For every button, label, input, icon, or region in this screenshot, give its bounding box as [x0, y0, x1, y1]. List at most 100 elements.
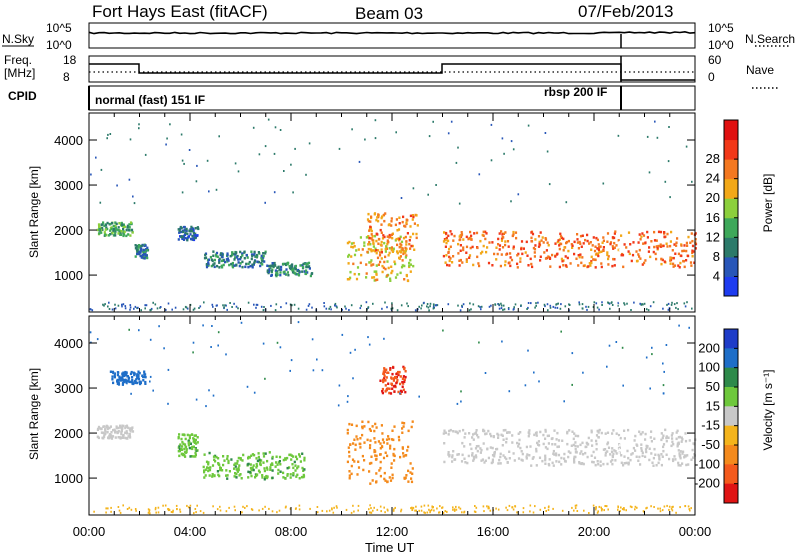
scatter-cell [105, 511, 107, 514]
scatter-cell [623, 508, 625, 511]
feature-cell-2 [178, 444, 181, 448]
feature-cell-7 [444, 245, 447, 248]
feature-cell-6 [480, 448, 483, 452]
feature-cell-6 [475, 429, 478, 432]
feature-cell-2 [191, 447, 194, 451]
feature-cell-7 [559, 232, 562, 236]
feature-cell-6 [548, 458, 551, 461]
feature-cell-7 [470, 238, 473, 241]
feature-cell-6 [560, 456, 563, 460]
speckle-cell [442, 329, 444, 332]
feature-cell-7 [607, 255, 610, 258]
feature-cell-1 [123, 379, 126, 382]
feature-cell-6 [677, 441, 680, 444]
feature-cell-5 [391, 236, 394, 240]
feature-cell-2 [179, 227, 182, 231]
scatter-cell [390, 307, 393, 310]
feature-cell-0 [100, 427, 103, 431]
scatter-cell [547, 509, 550, 511]
feature-cell-6 [402, 215, 405, 219]
feature-cell-7 [683, 244, 686, 247]
feature-cell-5 [386, 274, 389, 277]
feature-cell-7 [598, 246, 601, 249]
feature-cell-4 [410, 477, 413, 480]
scatter-cell [487, 505, 490, 508]
scatter-cell [133, 307, 135, 310]
scatter-cell [527, 306, 529, 309]
scatter-cell [458, 506, 460, 509]
feature-cell-5 [348, 240, 351, 244]
feature-cell-7 [547, 255, 550, 258]
feature-cell-0 [125, 437, 128, 440]
feature-cell-3 [233, 264, 236, 267]
scatter-cell [634, 508, 636, 511]
feature-cell-7 [468, 254, 472, 257]
feature-cell-4 [410, 425, 413, 429]
scatter-cell [212, 305, 214, 308]
feature-cell-1 [140, 244, 143, 248]
feature-cell-4 [378, 469, 381, 472]
feature-cell-6 [673, 455, 676, 458]
feature-cell-4 [354, 448, 357, 451]
feature-cell-7 [449, 257, 452, 260]
feature-cell-1 [124, 370, 127, 374]
feature-cell-6 [573, 457, 576, 461]
feature-cell-4 [348, 477, 351, 480]
freq-left-bottom: 8 [63, 70, 70, 84]
scatter-cell [668, 505, 671, 508]
feature-cell-6 [638, 430, 641, 433]
feature-cell-6 [670, 444, 673, 448]
feature-cell-7 [590, 261, 593, 265]
feature-cell-7 [638, 248, 641, 252]
feature-cell-7 [691, 251, 694, 255]
feature-cell-5 [397, 390, 400, 394]
feature-cell-6 [579, 452, 582, 455]
feature-cell-3 [233, 475, 236, 478]
feature-cell-5 [370, 249, 373, 253]
speckle-cell [217, 331, 220, 334]
scatter-cell [529, 510, 531, 513]
feature-cell-1 [139, 254, 142, 258]
ytick-label: 2000 [54, 223, 83, 238]
scatter-cell [370, 507, 372, 510]
feature-cell-6 [468, 432, 471, 435]
feature-cell-4 [383, 471, 386, 475]
scatter-cell [298, 504, 301, 507]
feature-cell-7 [567, 239, 570, 243]
feature-cell-4 [375, 472, 378, 475]
feature-cell-7 [472, 263, 475, 267]
scatter-cell [505, 506, 507, 509]
velocity-data [89, 316, 697, 515]
colorbar-tick-label: 24 [706, 171, 720, 186]
feature-cell-1 [137, 370, 140, 373]
speckle-cell [279, 346, 282, 349]
scatter-cell [167, 302, 170, 305]
feature-cell-3 [207, 469, 210, 473]
feature-cell-6 [379, 243, 382, 247]
feature-cell-7 [462, 248, 465, 252]
feature-cell-4 [367, 420, 370, 424]
feature-cell-3 [212, 254, 215, 257]
scatter-cell [617, 508, 619, 511]
scatter-cell [308, 303, 311, 306]
scatter-cell [176, 508, 178, 510]
feature-cell-6 [652, 456, 655, 460]
scatter-cell [647, 309, 650, 312]
scatter-cell [305, 308, 308, 311]
feature-cell-6 [505, 437, 508, 441]
feature-cell-2 [192, 455, 195, 458]
feature-cell-6 [403, 224, 406, 228]
feature-cell-6 [464, 461, 467, 464]
feature-cell-3 [244, 265, 247, 269]
feature-cell-0 [106, 221, 109, 225]
feature-cell-3 [302, 475, 306, 478]
scatter-cell [583, 509, 585, 512]
feature-cell-7 [505, 253, 508, 256]
feature-cell-7 [496, 252, 499, 256]
scatter-cell [384, 301, 386, 304]
feature-cell-6 [497, 433, 500, 437]
feature-cell-5 [365, 263, 368, 266]
feature-cell-6 [651, 461, 654, 464]
feature-cell-3 [302, 473, 305, 477]
feature-cell-7 [473, 232, 476, 235]
